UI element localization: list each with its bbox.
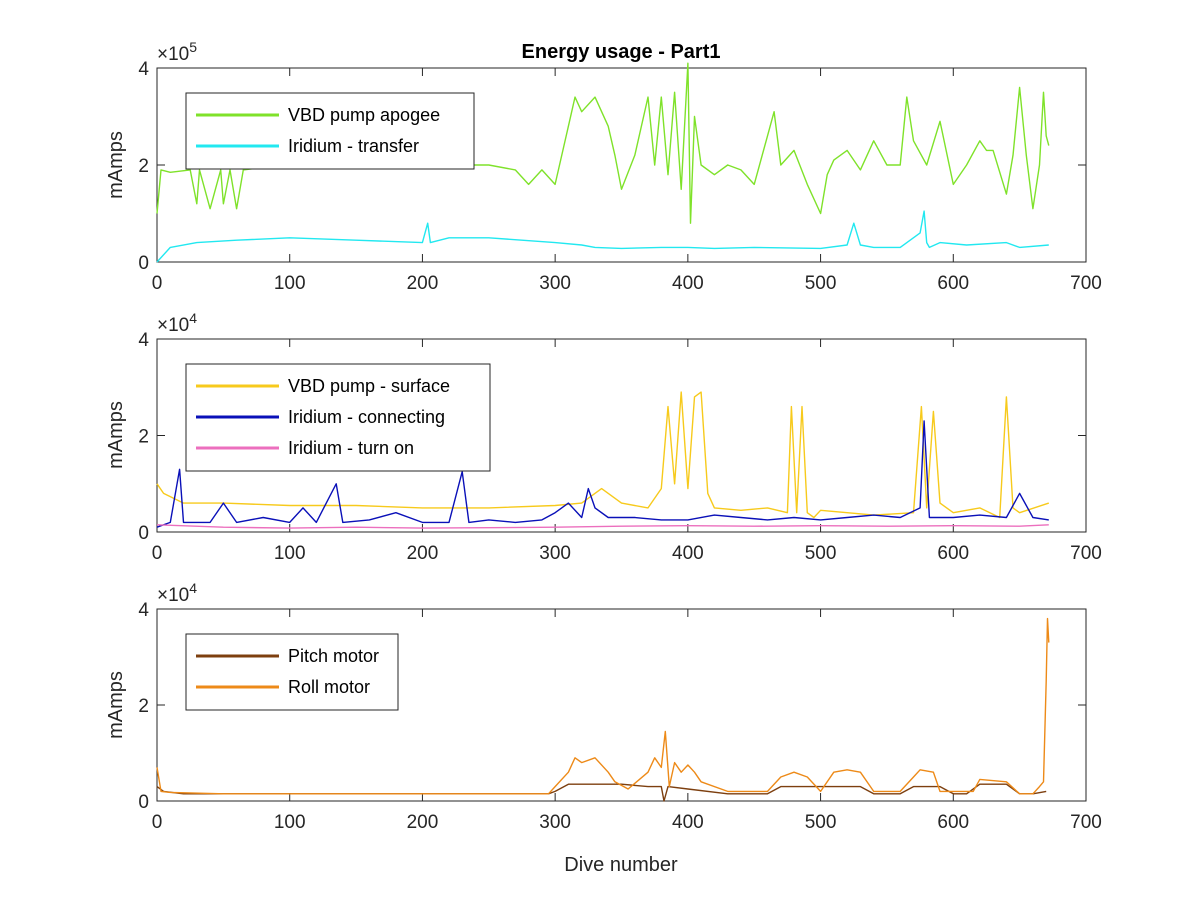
subplot-3-exponent-base: ×10 — [157, 585, 189, 606]
x-tick-label: 300 — [539, 543, 571, 564]
x-tick-label: 700 — [1070, 543, 1102, 564]
x-tick-label: 0 — [152, 812, 163, 833]
subplot-3-exponent: ×104 — [157, 580, 197, 606]
y-tick-label: 0 — [138, 253, 149, 274]
subplot-2-exponent: ×104 — [157, 310, 197, 336]
x-tick-label: 500 — [805, 812, 837, 833]
series-line-iridium-turn-on — [156, 524, 1049, 529]
y-tick-label: 0 — [138, 792, 149, 813]
x-tick-label: 100 — [274, 273, 306, 294]
subplot-3-series — [156, 617, 1050, 802]
subplot-2-legend: VBD pump - surface Iridium - connecting Ir… — [185, 363, 491, 472]
x-tick-label: 500 — [805, 543, 837, 564]
x-tick-label: 300 — [539, 812, 571, 833]
subplot-3-xlabel: Dive number — [564, 854, 678, 876]
x-tick-label: 600 — [937, 273, 969, 294]
series-line-vbd-pump-surface — [156, 391, 1050, 519]
subplot-3-exponent-power: 4 — [189, 580, 197, 596]
y-tick-label: 4 — [138, 59, 149, 80]
subplot-1-exponent: ×105 — [157, 39, 197, 65]
subplot-1-ticks: 0 100 200 300 400 500 600 700 0 2 4 — [138, 59, 1101, 294]
x-tick-label: 700 — [1070, 273, 1102, 294]
subplot-2-ylabel: mAmps — [105, 401, 127, 469]
x-tick-label: 100 — [274, 543, 306, 564]
legend-box — [185, 92, 475, 170]
x-tick-label: 400 — [672, 543, 704, 564]
x-tick-label: 200 — [407, 812, 439, 833]
legend-label-iridium-connecting: Iridium - connecting — [288, 407, 445, 427]
y-tick-label: 4 — [138, 330, 149, 351]
x-tick-label: 300 — [539, 273, 571, 294]
x-tick-label: 600 — [937, 812, 969, 833]
subplot-3-legend: Pitch motor Roll motor — [185, 633, 399, 711]
x-tick-label: 400 — [672, 812, 704, 833]
series-line-iridium-transfer — [156, 210, 1049, 263]
legend-label-pitch-motor: Pitch motor — [288, 646, 379, 666]
x-tick-label: 200 — [407, 273, 439, 294]
subplot-2-series — [156, 391, 1050, 529]
legend-label-vbd-pump-apogee: VBD pump apogee — [288, 105, 440, 125]
subplot-1-ylabel: mAmps — [105, 131, 127, 199]
legend-label-vbd-pump-surface: VBD pump - surface — [288, 376, 450, 396]
x-tick-label: 700 — [1070, 812, 1102, 833]
y-tick-label: 2 — [138, 156, 149, 177]
legend-label-iridium-transfer: Iridium - transfer — [288, 136, 419, 156]
y-tick-label: 2 — [138, 427, 149, 448]
y-tick-label: 2 — [138, 696, 149, 717]
x-tick-label: 200 — [407, 543, 439, 564]
chart-title: Energy usage - Part1 — [522, 41, 721, 63]
legend-label-roll-motor: Roll motor — [288, 677, 370, 697]
x-tick-label: 600 — [937, 543, 969, 564]
y-tick-label: 0 — [138, 523, 149, 544]
y-tick-label: 4 — [138, 600, 149, 621]
x-tick-label: 500 — [805, 273, 837, 294]
x-tick-label: 0 — [152, 543, 163, 564]
subplot-2-exponent-power: 4 — [189, 310, 197, 326]
x-tick-label: 400 — [672, 273, 704, 294]
series-line-iridium-connecting — [156, 420, 1049, 528]
subplot-3: ×104 mAmps Dive number 0 100 200 300 400 500 6… — [105, 580, 1102, 876]
subplot-2-exponent-base: ×10 — [157, 315, 189, 336]
subplot-3-ylabel: mAmps — [105, 671, 127, 739]
legend-box — [185, 633, 399, 711]
subplot-1-legend: VBD pump apogee Iridium - transfer — [185, 92, 475, 170]
subplot-1: Energy usage - Part1 ×105 mAmps 0 100 200 3… — [105, 39, 1102, 294]
series-line-roll-motor — [156, 617, 1050, 795]
subplot-2-ticks: 0 100 200 300 400 500 600 700 0 2 4 — [138, 330, 1101, 564]
legend-label-iridium-turn-on: Iridium - turn on — [288, 438, 414, 458]
subplot-1-exponent-power: 5 — [189, 39, 197, 55]
x-tick-label: 100 — [274, 812, 306, 833]
x-tick-label: 0 — [152, 273, 163, 294]
subplot-1-exponent-base: ×10 — [157, 44, 189, 65]
